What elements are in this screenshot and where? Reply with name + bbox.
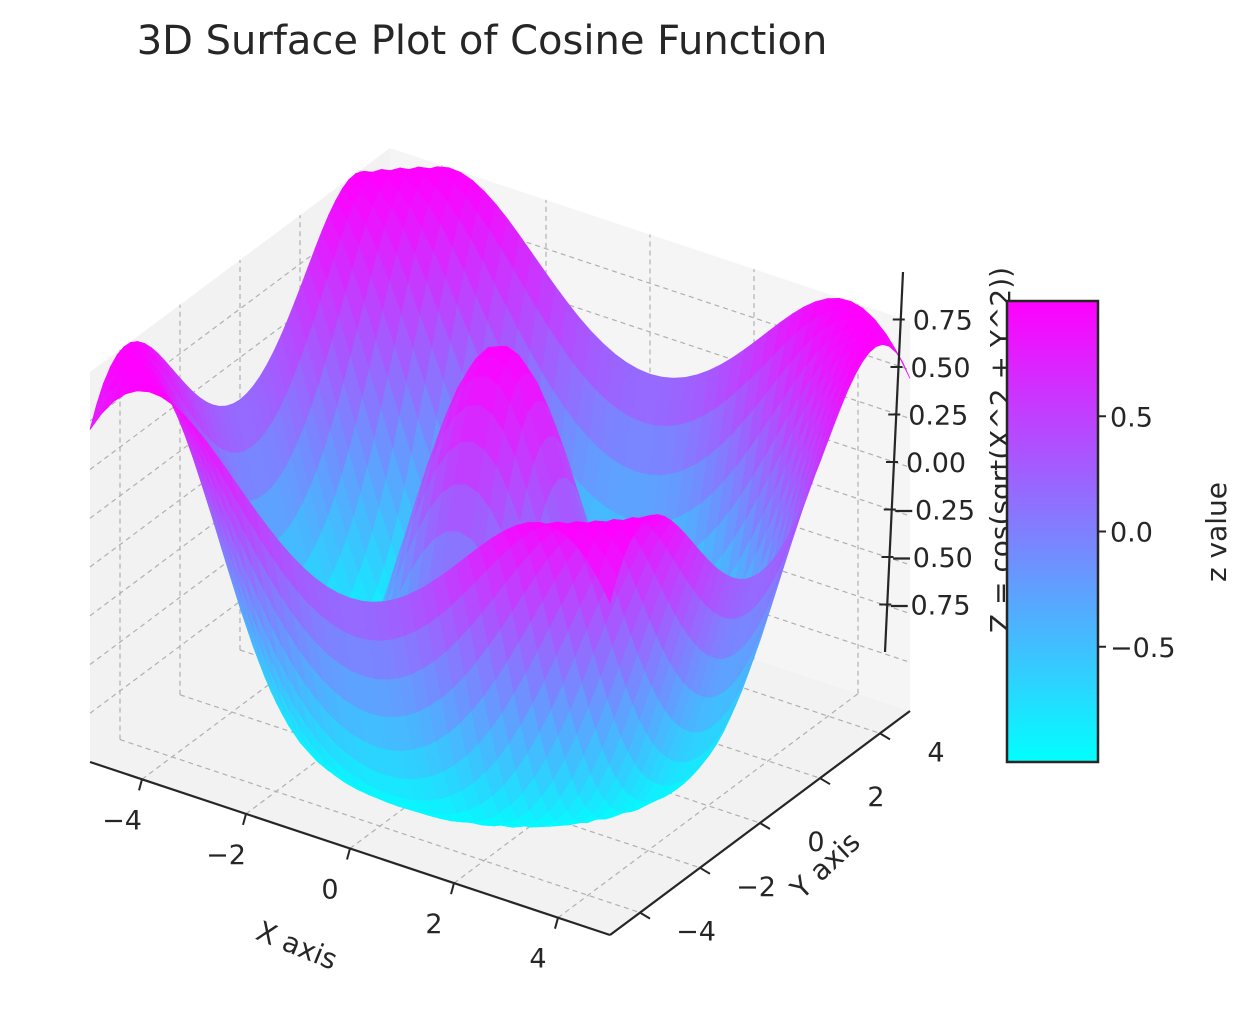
x-tick xyxy=(242,813,247,826)
x-tick xyxy=(346,848,351,860)
x-tick-label: 0 xyxy=(321,875,338,906)
tick-marks: −4 −2 0 2 4 −4 −2 0 2 4 −0.75 −0.50 −0.25 0.00 0.25 0.5… xyxy=(102,306,975,975)
surface-patch xyxy=(597,555,618,604)
colorbar xyxy=(1005,299,1100,764)
y-tick xyxy=(819,777,831,786)
surface xyxy=(89,166,911,828)
y-tick xyxy=(879,732,891,741)
x-tick xyxy=(138,779,143,791)
gridline-y-floor xyxy=(119,739,641,914)
chart-title: 3D Surface Plot of Cosine Function xyxy=(137,18,828,64)
x-tick-label: 2 xyxy=(425,909,442,940)
x-tick-label: 4 xyxy=(529,944,546,975)
z-tick-label: 0.50 xyxy=(910,353,970,384)
z-tick-label: 0.25 xyxy=(908,401,968,432)
colorbar-tick-label: 0.5 xyxy=(1110,402,1153,433)
z-tick-label: 0.00 xyxy=(906,448,966,479)
z-tick-label: −0.50 xyxy=(890,543,973,574)
x-axis-label: X axis xyxy=(252,914,342,976)
colorbar-tick-label: −0.5 xyxy=(1110,633,1176,664)
z-tick-label: −0.25 xyxy=(892,496,975,527)
x-tick-label: −4 xyxy=(102,805,142,836)
z-tick-label: 0.75 xyxy=(913,306,973,337)
y-tick xyxy=(639,911,651,920)
y-tick-label: −2 xyxy=(736,872,776,903)
y-tick-label: 0 xyxy=(807,827,824,858)
colorbar-tick-label: 0.0 xyxy=(1110,518,1153,549)
y-tick-label: 2 xyxy=(867,782,884,813)
colorbar-ticks: −0.5 0.0 0.5 xyxy=(1098,402,1176,664)
y-tick xyxy=(759,822,771,830)
x-tick-label: −2 xyxy=(206,840,246,871)
x-tick xyxy=(554,917,559,929)
y-tick xyxy=(699,866,711,875)
z-tick-label: −0.75 xyxy=(888,591,971,622)
colorbar-label: z value xyxy=(1200,482,1233,582)
y-tick-label: −4 xyxy=(676,917,716,948)
y-tick-label: 4 xyxy=(927,737,944,768)
y-axis-label: Y axis xyxy=(783,825,866,906)
x-tick xyxy=(450,882,455,895)
